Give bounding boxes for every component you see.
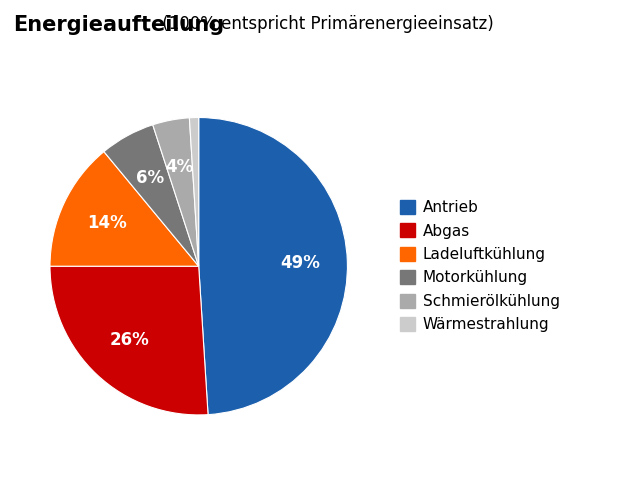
Text: (100% entspricht Primärenergieeinsatz): (100% entspricht Primärenergieeinsatz) (157, 15, 494, 33)
Legend: Antrieb, Abgas, Ladeluftkühlung, Motorkühlung, Schmierölkühlung, Wärmestrahlung: Antrieb, Abgas, Ladeluftkühlung, Motorkü… (400, 200, 560, 332)
Text: 4%: 4% (165, 158, 194, 176)
Text: 26%: 26% (110, 331, 149, 349)
Text: 14%: 14% (87, 214, 127, 232)
Wedge shape (199, 117, 347, 415)
Text: 6%: 6% (136, 169, 164, 187)
Wedge shape (50, 266, 208, 415)
Text: Energieaufteilung: Energieaufteilung (13, 15, 224, 35)
Text: 49%: 49% (280, 254, 320, 272)
Wedge shape (50, 152, 199, 266)
Wedge shape (104, 125, 199, 266)
Wedge shape (189, 117, 199, 266)
Wedge shape (153, 118, 199, 266)
